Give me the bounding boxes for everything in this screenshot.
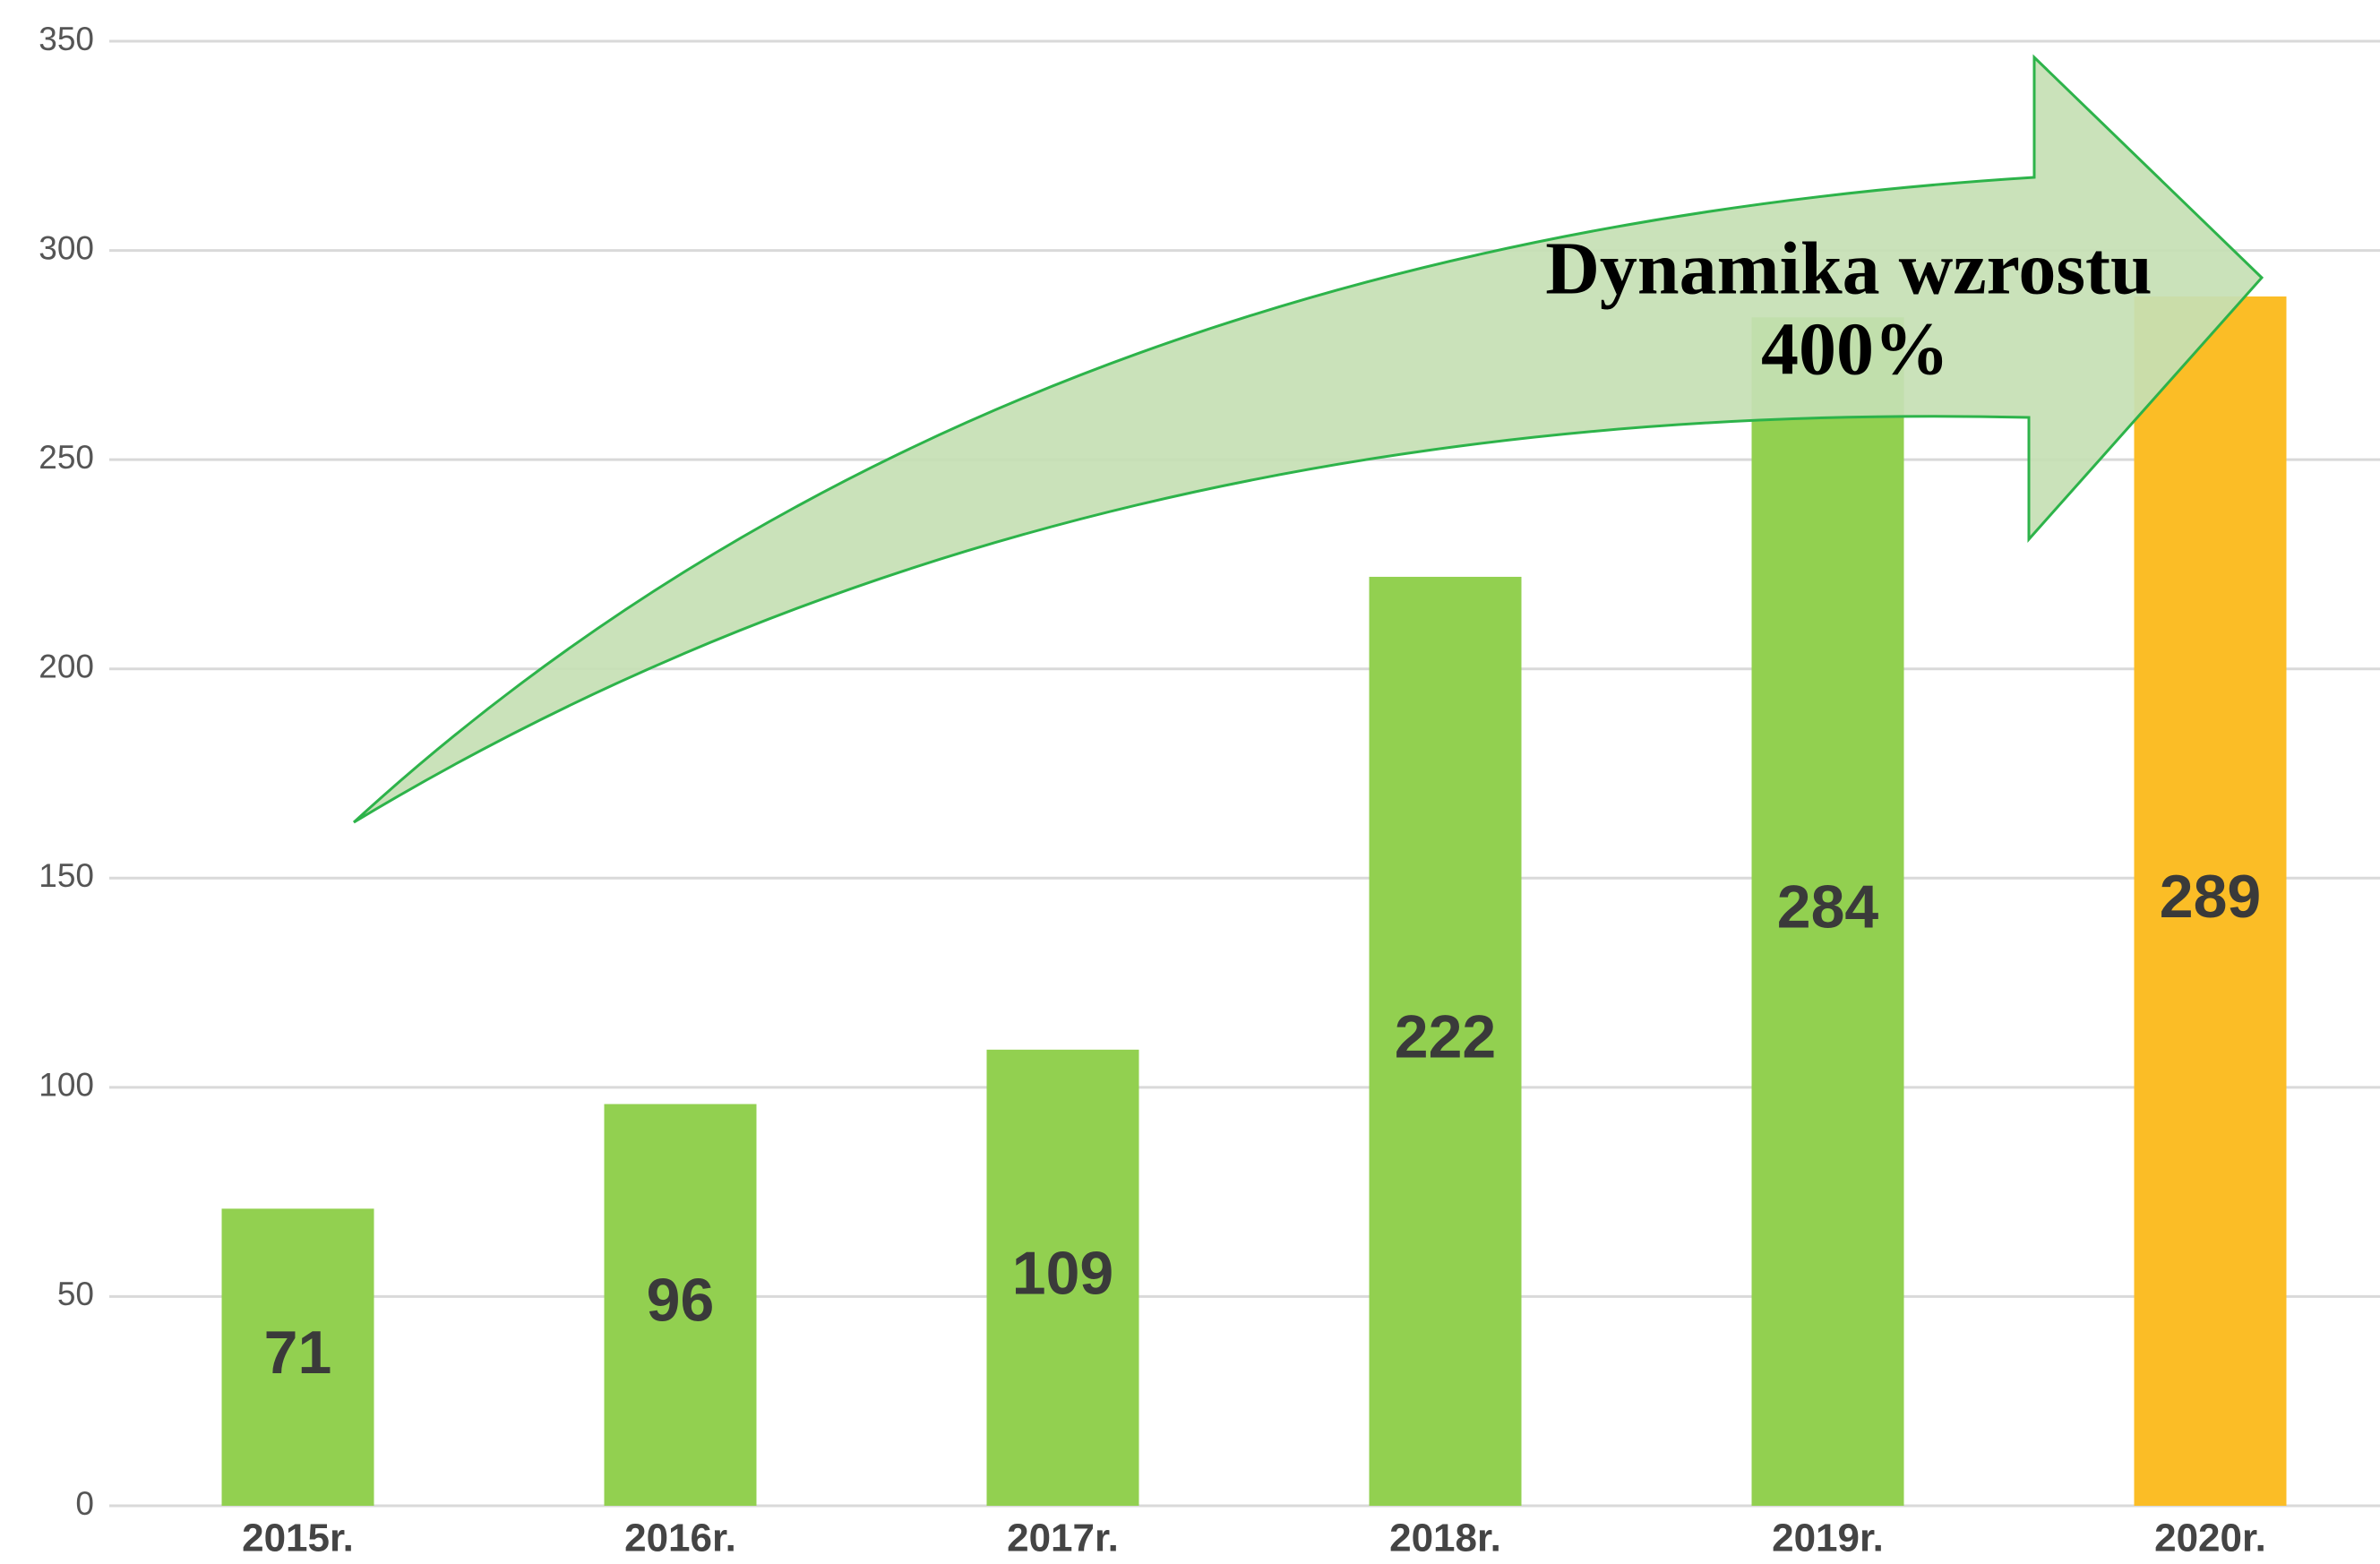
bars: 71 96 109 222 284 289 [221,296,2287,1506]
bar [2134,296,2287,1506]
bar [604,1104,757,1506]
y-tick-label: 100 [39,1067,94,1104]
y-tick-label: 150 [39,857,94,894]
y-tick-label: 0 [75,1485,94,1522]
x-tick-label: 2019r. [1772,1517,1884,1560]
x-tick-label: 2016r. [624,1517,736,1560]
y-tick-label: 250 [39,439,94,476]
bar [986,1049,1139,1506]
bar [1751,317,1904,1506]
bar [221,1208,374,1506]
x-tick-label: 2015r. [242,1517,354,1560]
annotation: 400% [1761,307,1949,391]
x-tick-label: 2020r. [2154,1517,2266,1560]
data-label: 222 [1395,1002,1496,1070]
x-tick-label: 2017r. [1007,1517,1119,1560]
y-tick-label: 350 [39,21,94,57]
x-tick-label: 2018r. [1389,1517,1501,1560]
data-label: 289 [2160,863,2261,931]
grid: 0 50 100 150 200 250 300 350 2015r. 2016r. 2017r. 2… [39,21,2380,1560]
y-tick-label: 50 [57,1276,94,1312]
y-tick-label: 300 [39,229,94,266]
data-label: 96 [647,1267,715,1335]
annotation: Dynamika wzrostu [1545,227,2152,310]
data-label: 284 [1777,873,1879,941]
data-label: 71 [264,1319,332,1387]
growth-arrow [352,54,2264,824]
bar [1369,576,1522,1506]
data-label: 109 [1012,1239,1113,1307]
y-tick-label: 200 [39,648,94,684]
